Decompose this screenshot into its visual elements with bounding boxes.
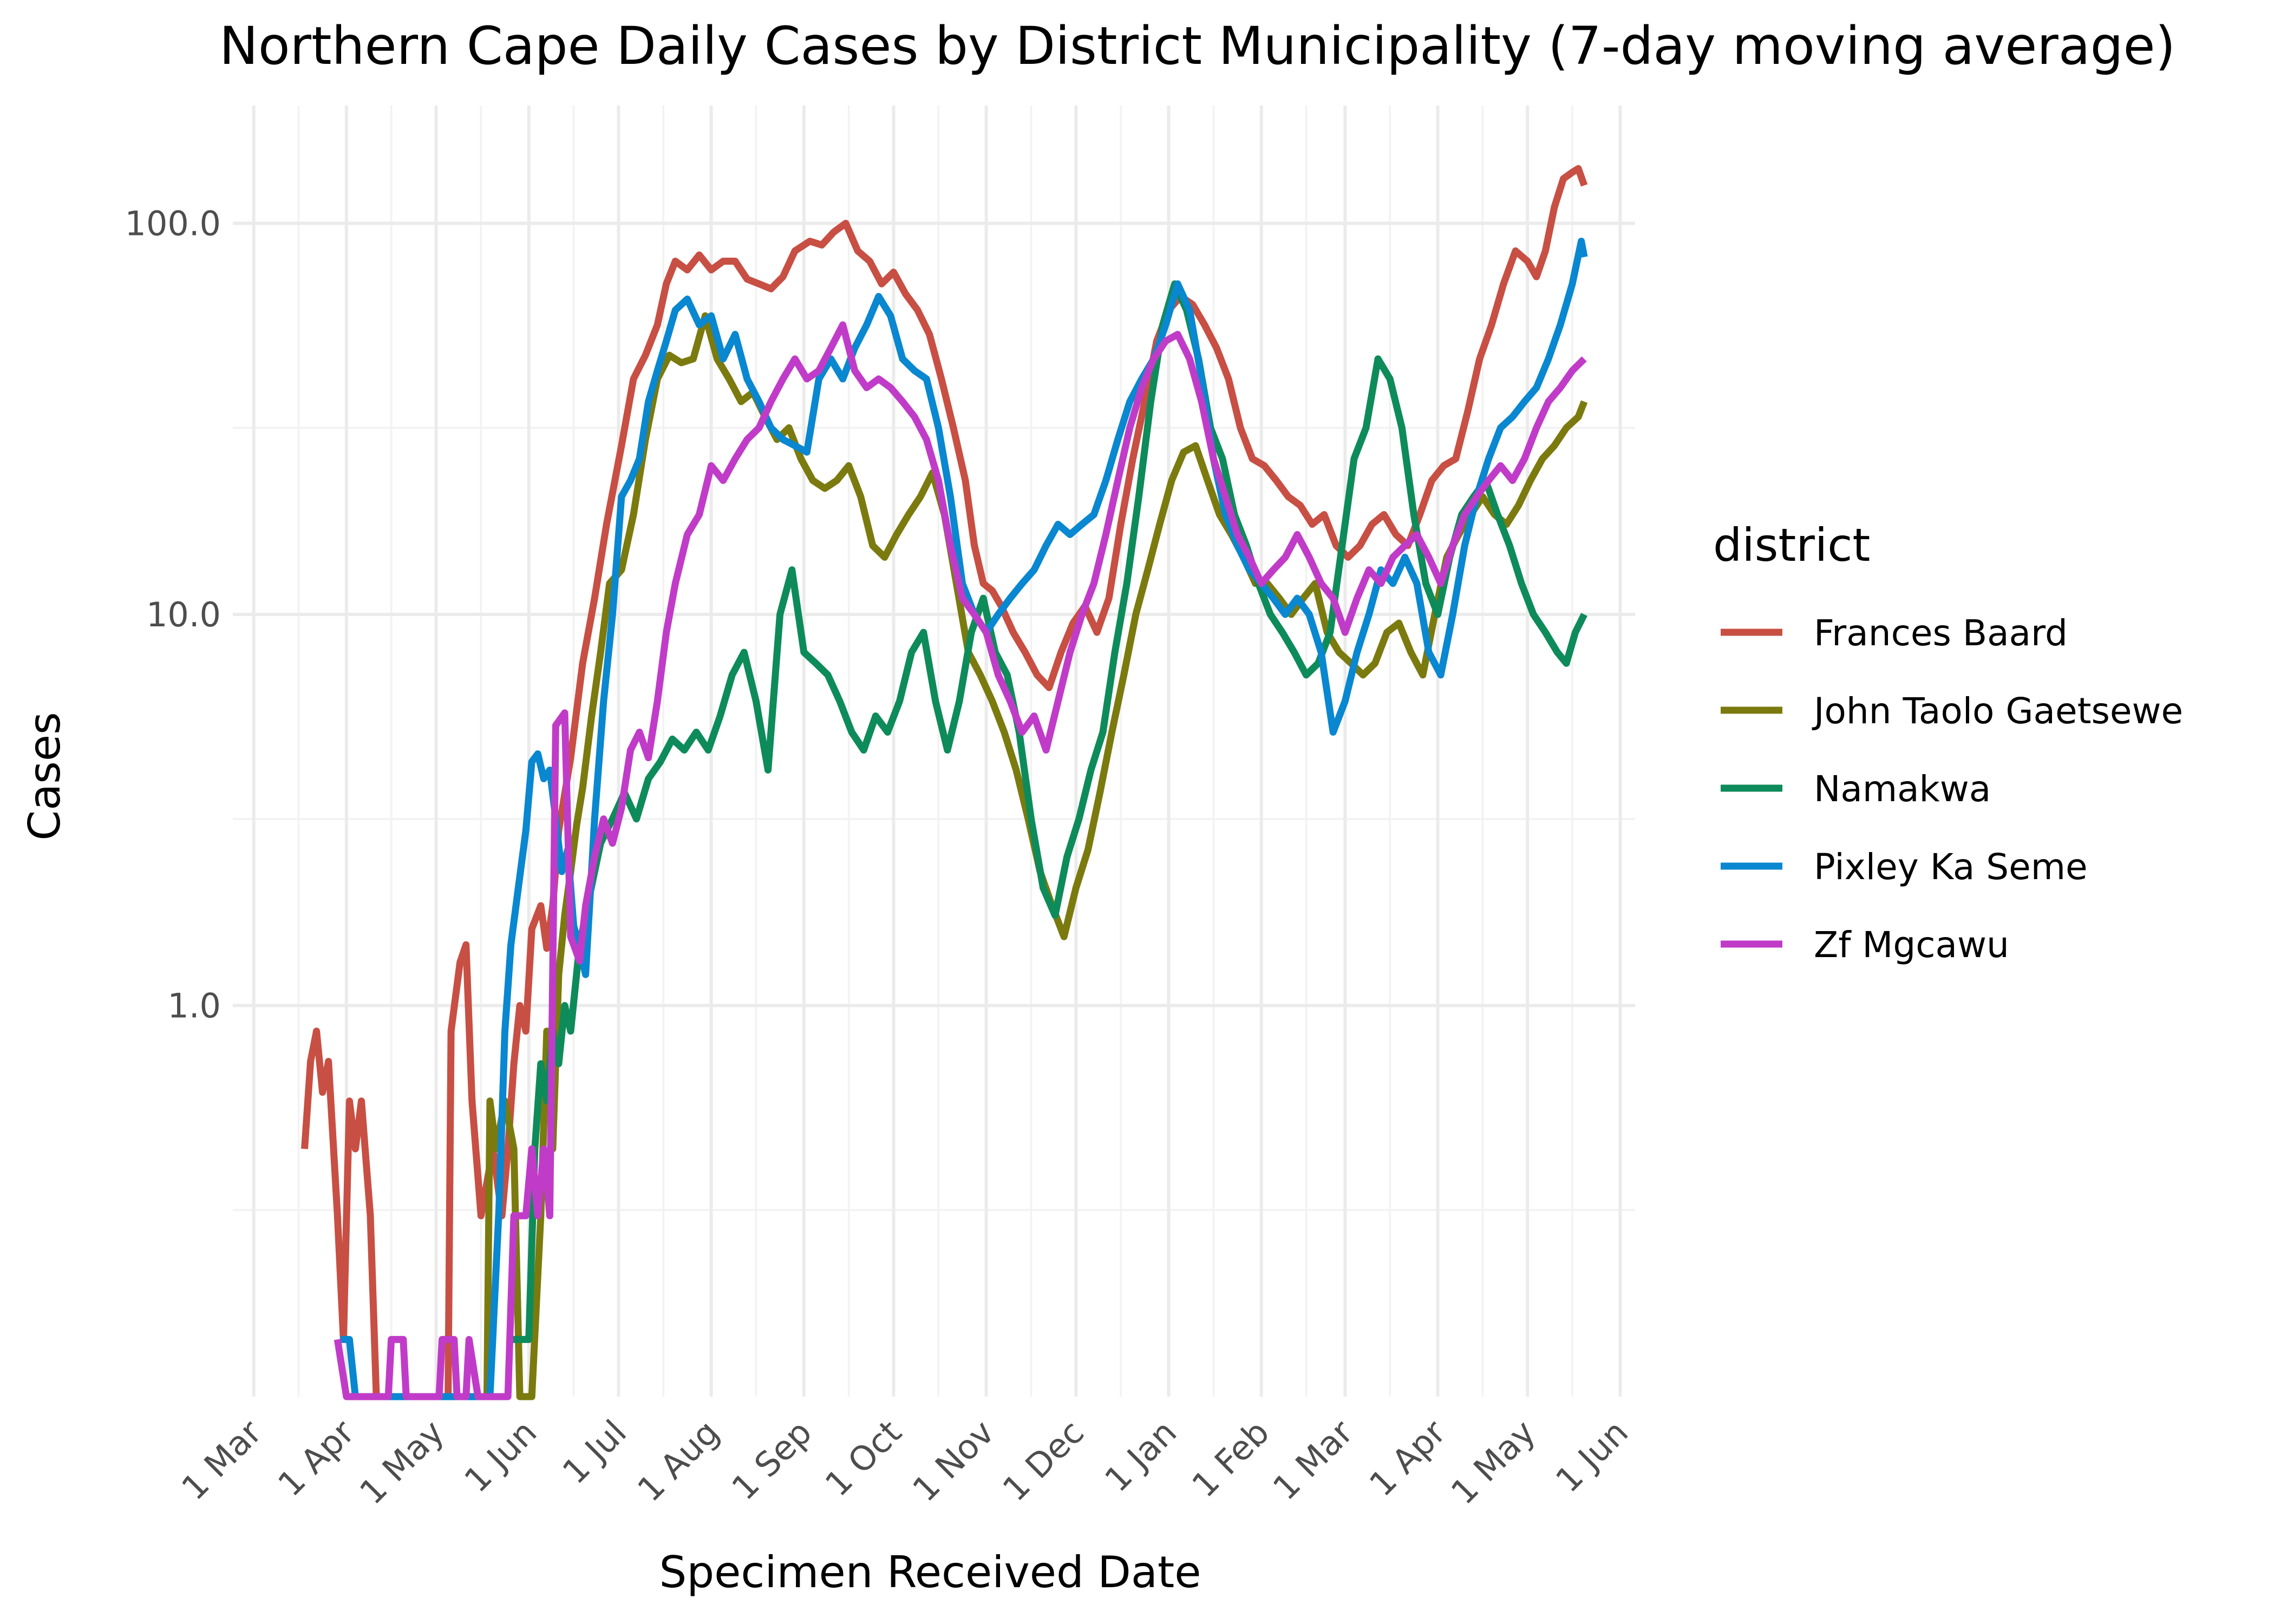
y-axis-title: Cases xyxy=(19,712,70,840)
x-tick-label: 1 Nov xyxy=(905,1412,1002,1509)
gridlines xyxy=(233,106,1635,1397)
legend-label: Zf Mgcawu xyxy=(1814,924,2009,966)
legend-title: district xyxy=(1713,519,1870,572)
series-line-namakwa xyxy=(508,280,1587,1343)
x-tick-label: 1 May xyxy=(1443,1412,1543,1512)
x-tick-label: 1 Aug xyxy=(630,1412,727,1509)
x-tick-label: 1 Mar xyxy=(1265,1412,1361,1508)
x-tick-label: 1 Dec xyxy=(995,1412,1092,1509)
y-axis-tick-labels: 1.0 10.0 100.0 xyxy=(125,204,221,1025)
y-tick-label: 1.0 xyxy=(167,986,221,1025)
legend-label: Frances Baard xyxy=(1814,612,2068,654)
y-tick-label: 10.0 xyxy=(146,595,221,634)
x-tick-label: 1 Apr xyxy=(1362,1412,1454,1504)
chart-title: Northern Cape Daily Cases by District Mu… xyxy=(219,16,2175,76)
x-tick-label: 1 Apr xyxy=(270,1412,362,1504)
x-tick-label: 1 Oct xyxy=(818,1412,909,1504)
legend-label: Namakwa xyxy=(1814,768,1991,810)
x-axis-title: Specimen Received Date xyxy=(659,1547,1201,1597)
x-tick-label: 1 Mar xyxy=(174,1412,270,1508)
series-line-john-taolo-gaetsewe xyxy=(478,312,1588,1400)
series-line-zf-mgcawu xyxy=(334,321,1587,1400)
x-tick-label: 1 May xyxy=(352,1412,452,1512)
x-tick-label: 1 Jun xyxy=(1548,1412,1636,1500)
y-tick-label: 100.0 xyxy=(125,204,221,243)
legend-label: Pixley Ka Seme xyxy=(1814,846,2088,888)
x-tick-label: 1 Feb xyxy=(1184,1412,1277,1505)
series-lines xyxy=(301,165,1588,1400)
x-tick-label: 1 Jan xyxy=(1097,1412,1184,1499)
x-tick-label: 1 Sep xyxy=(724,1412,819,1508)
legend-label: John Taolo Gaetsewe xyxy=(1812,690,2183,732)
x-tick-label: 1 Jul xyxy=(555,1412,634,1491)
x-tick-label: 1 Jun xyxy=(456,1412,544,1500)
legend: district Frances Baard John Taolo Gaetsew… xyxy=(1713,519,2183,966)
